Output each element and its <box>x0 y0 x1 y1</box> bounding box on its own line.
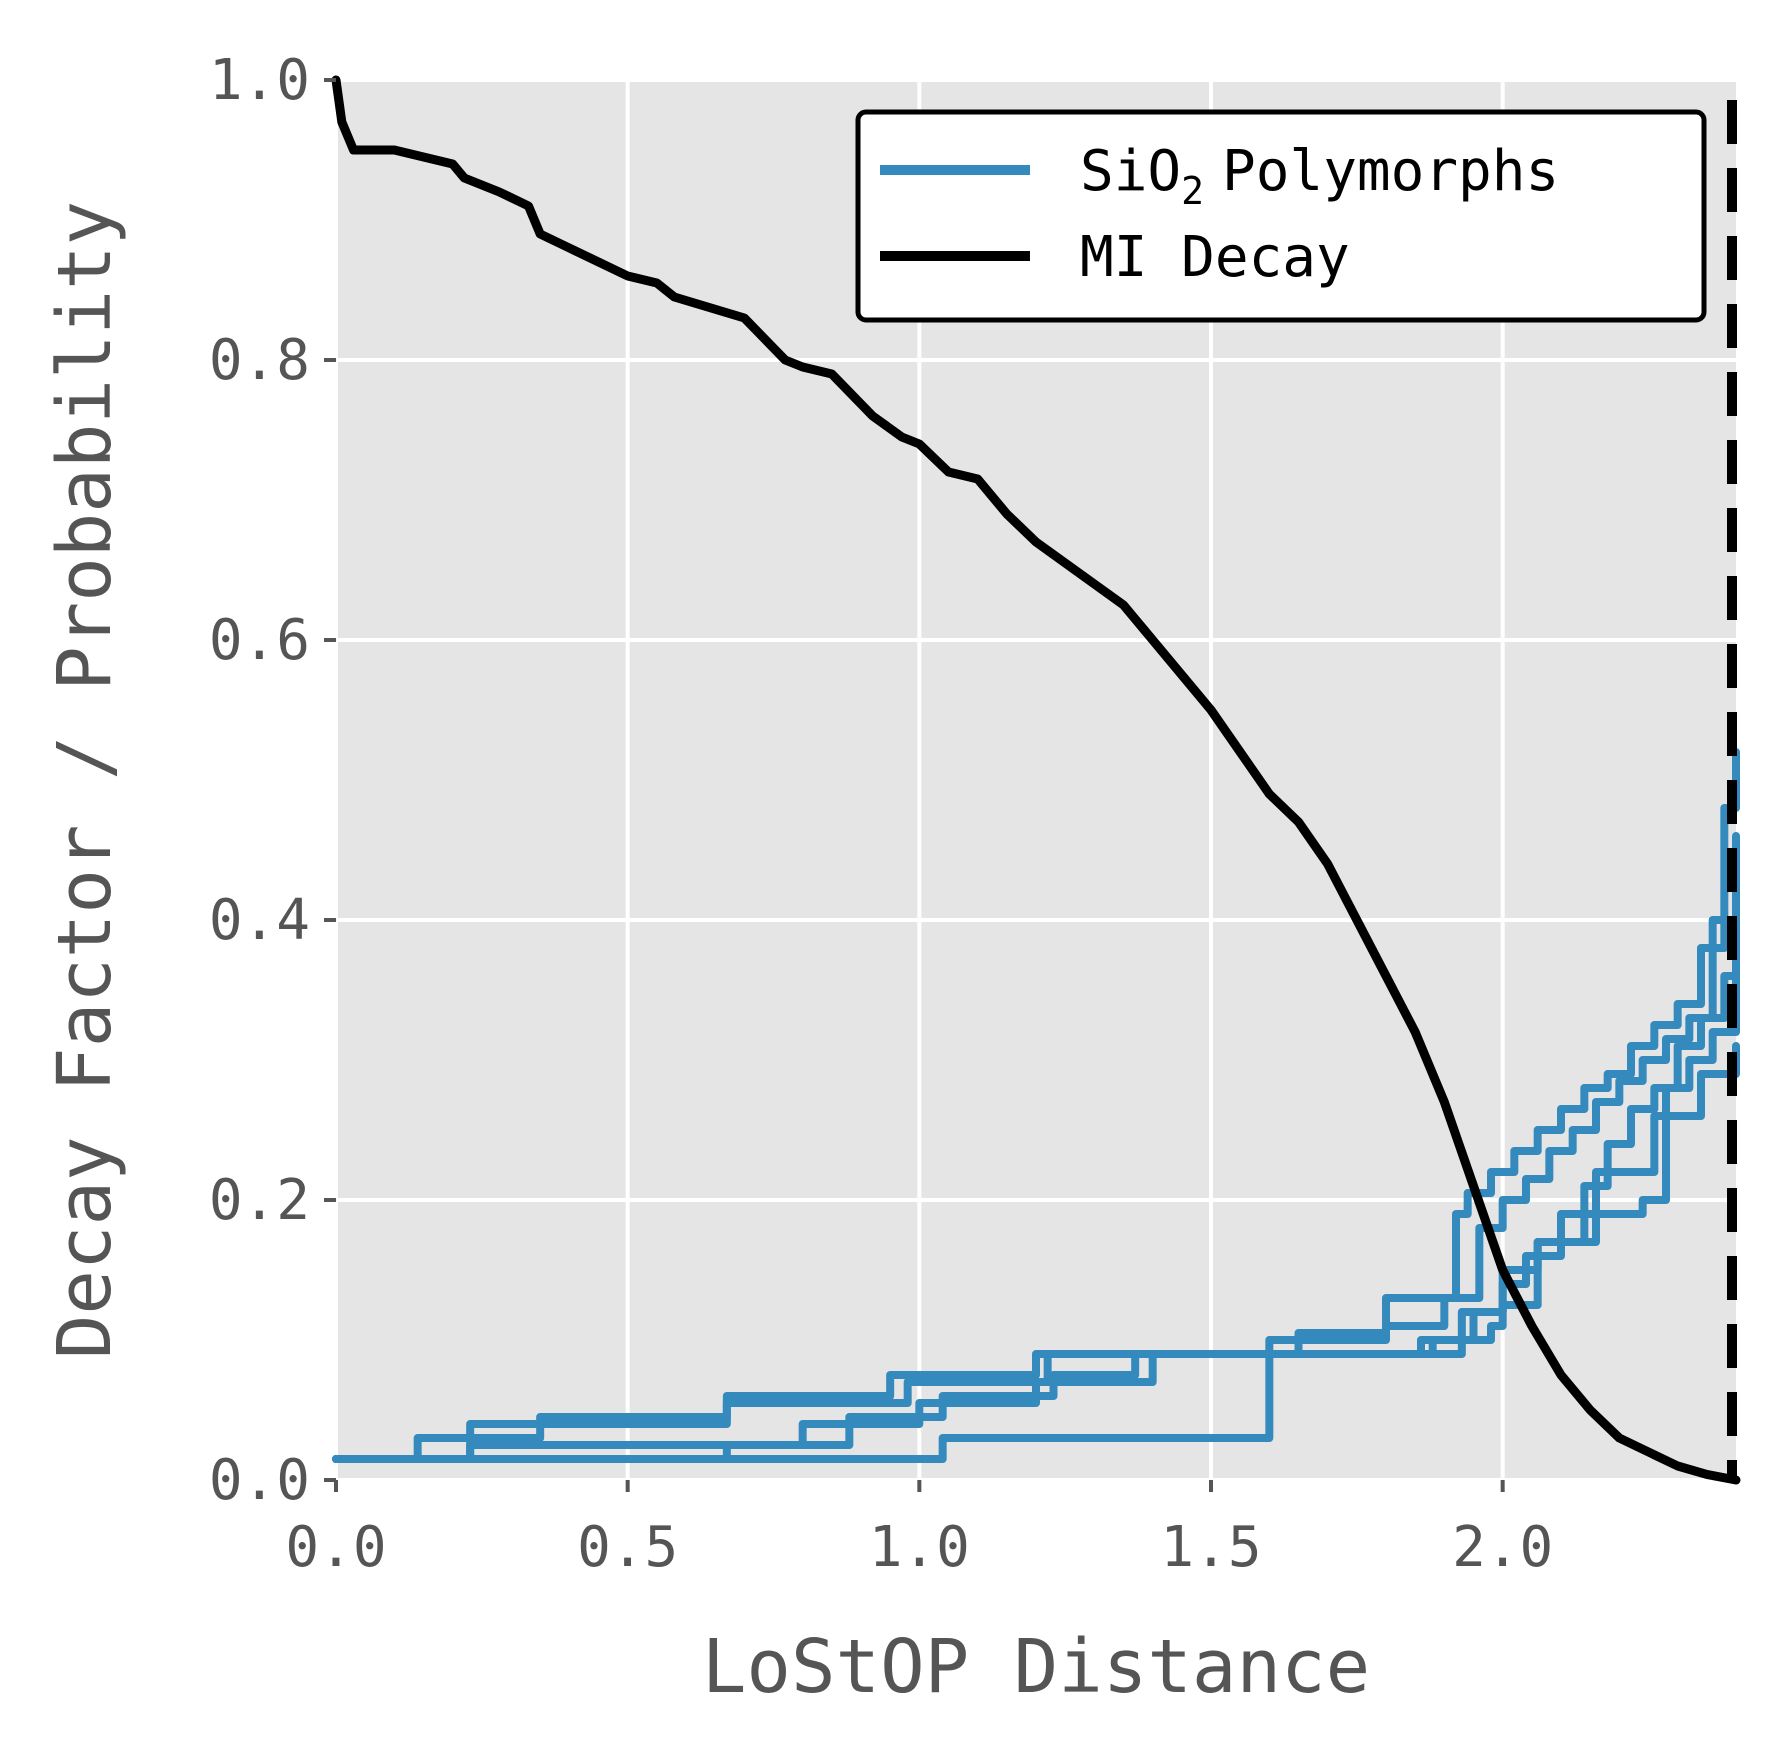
legend-label-sio2-main: SiO <box>1080 139 1181 204</box>
legend-label-sio2-subscript: 2 <box>1181 169 1204 213</box>
sio2-polymorph-line-4 <box>332 1042 1740 1463</box>
y-tick-label: 0.4 <box>209 888 310 953</box>
x-tick-label: 0.0 <box>285 1515 386 1580</box>
legend-label-sio2-polymorphs: SiO2 Polymorphs <box>1080 139 1559 213</box>
x-tick-label: 1.5 <box>1160 1515 1261 1580</box>
y-axis-label: Decay Factor / Probability <box>42 201 128 1359</box>
x-tick-label: 2.0 <box>1452 1515 1553 1580</box>
legend-box <box>855 109 1707 323</box>
legend-label-mi-decay: MI Decay <box>1080 225 1350 290</box>
sio2-polymorph-line-2 <box>332 902 1740 1463</box>
y-tick-label: 0.8 <box>209 328 310 393</box>
y-tick-label: 0.2 <box>209 1168 310 1233</box>
y-tick-label: 0.6 <box>209 608 310 673</box>
x-tick-label: 0.5 <box>577 1515 678 1580</box>
axis-layer: 0.0 0.5 1.0 1.5 2.0 0.0 0.2 0.4 0.6 0.8 1.0 <box>209 48 1553 1580</box>
legend-label-sio2-rest: Polymorphs <box>1222 139 1559 204</box>
y-tick-label: 1.0 <box>209 48 310 113</box>
mi-decay-line <box>331 75 1741 1485</box>
series-layer <box>331 75 1741 1485</box>
y-tick-label: 0.0 <box>209 1448 310 1513</box>
x-tick-label: 1.0 <box>869 1515 970 1580</box>
sio2-polymorph-line-1 <box>332 832 1740 1463</box>
legend: SiO2 Polymorphs MI Decay <box>855 109 1707 323</box>
sio2-polymorph-line-3 <box>332 972 1740 1463</box>
x-axis-label: LoStOP Distance <box>702 1624 1370 1710</box>
sio2-polymorph-line-0 <box>332 748 1740 1463</box>
